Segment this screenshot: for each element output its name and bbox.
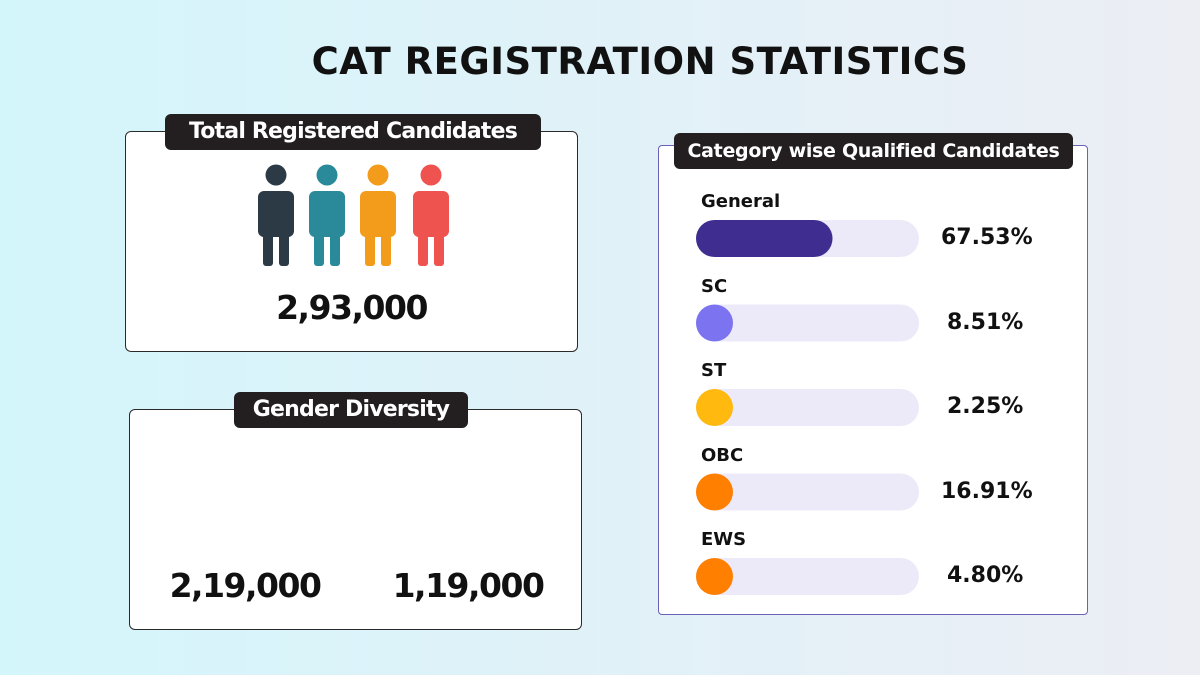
- bar-obc: [696, 473, 733, 511]
- value-label-sc: 8.51%: [947, 309, 1024, 335]
- bar-track: [696, 558, 919, 595]
- category-label-ews: EWS: [701, 529, 747, 550]
- page-title: CAT REGISTRATION STATISTICS: [311, 40, 969, 83]
- value-label-st: 2.25%: [947, 394, 1024, 419]
- bar-sc: [696, 304, 733, 342]
- category-label-st: ST: [701, 360, 727, 381]
- person-icon: [309, 164, 345, 266]
- value-label-general: 67.53%: [941, 225, 1033, 250]
- bar-track: [696, 389, 919, 426]
- bar-st: [696, 389, 733, 426]
- bar-ews: [696, 558, 733, 595]
- bar-track: [696, 473, 919, 511]
- person-icon: [413, 164, 449, 266]
- value-label-obc: 16.91%: [941, 478, 1033, 504]
- category-label-sc: SC: [701, 275, 728, 297]
- category-label-general: General: [701, 191, 781, 212]
- gender-diversity-label: Gender Diversity: [234, 392, 468, 428]
- category-label-obc: OBC: [701, 444, 744, 466]
- person-icon: [258, 164, 294, 266]
- bar-general: [696, 220, 833, 257]
- total-registered-value: 2,93,000: [276, 288, 428, 327]
- person-icon: [360, 164, 396, 266]
- bar-track: [696, 304, 919, 342]
- value-label-ews: 4.80%: [947, 563, 1024, 588]
- male-count-value: 2,19,000: [169, 566, 322, 605]
- total-registered-card: [125, 131, 578, 352]
- female-count-value: 1,19,000: [392, 566, 545, 605]
- chart-title: Category wise Qualified Candidates: [674, 133, 1073, 169]
- total-registered-label: Total Registered Candidates: [165, 114, 541, 150]
